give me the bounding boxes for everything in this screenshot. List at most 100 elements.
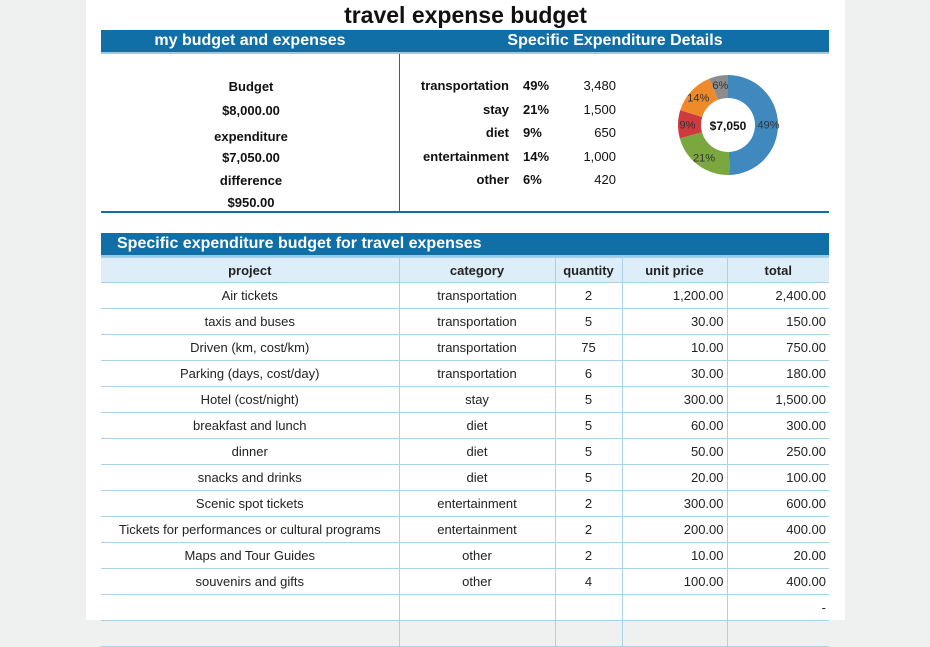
details-header: Specific Expenditure Details — [507, 32, 723, 49]
quantity-cell[interactable]: 2 — [554, 516, 622, 543]
project-cell[interactable]: Scenic spot tickets — [101, 490, 399, 517]
section-header-bar: Specific expenditure budget for travel e… — [101, 233, 829, 257]
summary-header-bar: my budget and expenses Specific Expendit… — [101, 30, 829, 54]
detail-amount: 420 — [594, 172, 616, 187]
project-cell[interactable]: snacks and drinks — [101, 464, 399, 491]
total-cell[interactable]: 400.00 — [726, 516, 829, 543]
project-cell[interactable]: Parking (days, cost/day) — [101, 360, 399, 387]
unit-price-cell[interactable]: 20.00 — [621, 464, 727, 491]
table-row: Parking (days, cost/day) transportation 6 3… — [101, 360, 829, 387]
quantity-cell[interactable]: 5 — [554, 386, 622, 413]
unit-price-cell[interactable]: 300.00 — [621, 490, 727, 517]
detail-category: transportation — [420, 78, 509, 93]
category-cell[interactable]: entertainment — [398, 490, 555, 517]
unit-price-cell[interactable]: 30.00 — [621, 308, 727, 335]
category-cell[interactable]: transportation — [398, 308, 555, 335]
quantity-cell[interactable]: 5 — [554, 438, 622, 465]
project-cell[interactable] — [101, 594, 399, 621]
quantity-cell[interactable]: 4 — [554, 568, 622, 595]
total-cell[interactable]: 2,400.00 — [726, 282, 829, 309]
project-cell[interactable]: Air tickets — [101, 282, 399, 309]
total-cell[interactable]: 600.00 — [726, 490, 829, 517]
project-cell[interactable]: dinner — [101, 438, 399, 465]
category-cell[interactable]: other — [398, 568, 555, 595]
detail-category: stay — [482, 101, 509, 117]
category-cell[interactable]: diet — [398, 464, 555, 491]
project-cell[interactable]: Driven (km, cost/km) — [101, 334, 399, 361]
table-row: Maps and Tour Guides other 2 10.00 20.00 — [101, 542, 829, 569]
quantity-cell[interactable]: 5 — [554, 412, 622, 439]
quantity-cell[interactable]: 5 — [554, 464, 622, 491]
total-cell[interactable] — [726, 620, 829, 647]
category-cell[interactable]: diet — [398, 438, 555, 465]
unit-price-cell[interactable]: 1,200.00 — [621, 282, 727, 309]
category-cell[interactable] — [398, 620, 555, 647]
donut-slice-transportation — [728, 75, 779, 175]
quantity-cell[interactable]: 5 — [554, 308, 622, 335]
category-cell[interactable]: stay — [398, 386, 555, 413]
quantity-cell[interactable]: 6 — [554, 360, 622, 387]
section-title: Specific expenditure budget for travel e… — [117, 235, 482, 252]
table-row — [101, 620, 829, 647]
unit-price-cell[interactable]: 30.00 — [621, 360, 727, 387]
unit-price-cell[interactable]: 300.00 — [621, 386, 727, 413]
detail-row: diet 9% 650 — [401, 125, 621, 145]
table-header-row: project category quantity unit price total — [101, 257, 829, 283]
expenditure-label: expenditure — [214, 129, 288, 144]
detail-row: other 6% 420 — [401, 172, 621, 192]
donut-label: 6% — [712, 80, 728, 92]
project-cell[interactable]: Maps and Tour Guides — [101, 542, 399, 569]
total-cell[interactable]: 250.00 — [726, 438, 829, 465]
quantity-cell[interactable]: 2 — [554, 490, 622, 517]
total-cell[interactable]: - — [726, 594, 829, 621]
table-row: - — [101, 594, 829, 621]
project-cell[interactable]: taxis and buses — [101, 308, 399, 335]
category-cell[interactable] — [398, 594, 555, 621]
unit-price-cell[interactable]: 10.00 — [621, 542, 727, 569]
category-cell[interactable]: diet — [398, 412, 555, 439]
expense-table: project category quantity unit price total A… — [101, 257, 829, 647]
category-cell[interactable]: transportation — [398, 282, 555, 309]
category-cell[interactable]: other — [398, 542, 555, 569]
detail-percent: 6% — [523, 172, 542, 187]
unit-price-cell[interactable]: 100.00 — [621, 568, 727, 595]
project-cell[interactable]: Tickets for performances or cultural pro… — [101, 516, 399, 543]
unit-price-cell[interactable]: 60.00 — [621, 412, 727, 439]
unit-price-cell[interactable] — [621, 594, 727, 621]
category-cell[interactable]: transportation — [398, 360, 555, 387]
table-row: dinner diet 5 50.00 250.00 — [101, 438, 829, 465]
quantity-cell[interactable]: 2 — [554, 282, 622, 309]
total-cell[interactable]: 150.00 — [726, 308, 829, 335]
unit-price-cell[interactable]: 10.00 — [621, 334, 727, 361]
total-cell[interactable]: 400.00 — [726, 568, 829, 595]
budget-header: my budget and expenses — [154, 32, 346, 49]
donut-slice-entertainment — [680, 78, 718, 117]
unit-price-cell[interactable]: 200.00 — [621, 516, 727, 543]
total-cell[interactable]: 300.00 — [726, 412, 829, 439]
table-row: breakfast and lunch diet 5 60.00 300.00 — [101, 412, 829, 439]
project-cell[interactable]: Hotel (cost/night) — [101, 386, 399, 413]
quantity-cell[interactable]: 75 — [554, 334, 622, 361]
category-cell[interactable]: entertainment — [398, 516, 555, 543]
column-header: quantity — [554, 257, 623, 283]
total-cell[interactable]: 1,500.00 — [726, 386, 829, 413]
total-cell[interactable]: 100.00 — [726, 464, 829, 491]
unit-price-cell[interactable]: 50.00 — [621, 438, 727, 465]
detail-category: diet — [485, 125, 509, 140]
project-cell[interactable]: souvenirs and gifts — [101, 568, 399, 595]
donut-slice-other — [709, 75, 728, 100]
total-cell[interactable]: 750.00 — [726, 334, 829, 361]
quantity-cell[interactable]: 2 — [554, 542, 622, 569]
spreadsheet-page: travel expense budget my budget and expe… — [86, 0, 845, 647]
total-cell[interactable]: 20.00 — [726, 542, 829, 569]
total-cell[interactable]: 180.00 — [726, 360, 829, 387]
detail-percent: 21% — [523, 101, 550, 117]
budget-value: $8,000.00 — [222, 103, 280, 118]
quantity-cell[interactable] — [554, 620, 622, 647]
unit-price-cell[interactable] — [621, 620, 727, 647]
donut-center-label: $7,050 — [710, 119, 747, 133]
category-cell[interactable]: transportation — [398, 334, 555, 361]
project-cell[interactable]: breakfast and lunch — [101, 412, 399, 439]
quantity-cell[interactable] — [554, 594, 622, 621]
project-cell[interactable] — [101, 620, 399, 647]
